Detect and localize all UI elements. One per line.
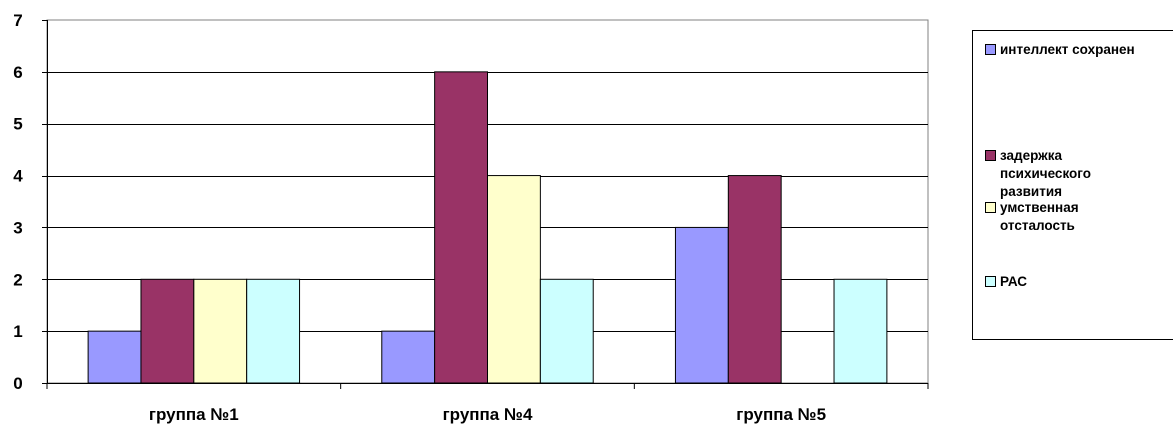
bars [87,71,888,384]
legend-label: РАС [1000,274,1027,289]
y-tick-label: 3 [13,218,22,237]
bar [140,278,195,384]
y-tick-label: 6 [13,63,22,82]
axes [42,20,929,389]
legend-label: интеллект сохранен [1000,42,1135,57]
bar [381,330,436,384]
legend-label: задержка психического развития [1000,148,1091,199]
legend-item-retardation: умственная отсталость [985,199,1173,235]
bar [487,175,541,384]
bar [727,175,782,384]
x-category-label: группа №1 [149,405,239,424]
legend-item-intellect: интеллект сохранен [985,41,1173,59]
y-tick-label: 7 [13,11,22,30]
bar [246,278,301,384]
y-tick-label: 4 [13,167,23,186]
y-tick-label: 5 [13,115,22,134]
axis-labels: 0 1 2 3 4 5 6 7 группа №1 группа №4 группа №5 [13,11,826,424]
bar [833,278,888,384]
bar [539,278,594,384]
legend-item-delay: задержка психического развития [985,147,1173,201]
legend-item-ras: РАС [985,273,1173,291]
y-tick-label: 2 [13,270,22,289]
bar [434,71,489,384]
legend-swatch-ras [985,276,996,287]
y-tick-label: 0 [13,374,22,393]
legend-swatch-retardation [985,202,996,213]
bar [193,278,248,384]
x-category-label: группа №5 [736,405,826,424]
x-category-label: группа №4 [443,405,533,424]
chart-legend: интеллект сохранен задержка психического… [972,30,1173,340]
bar [87,330,142,384]
y-tick-label: 1 [13,322,22,341]
legend-swatch-delay [985,150,996,161]
legend-swatch-intellect [985,44,996,55]
legend-label: умственная отсталость [1000,200,1079,233]
bar [674,226,729,384]
